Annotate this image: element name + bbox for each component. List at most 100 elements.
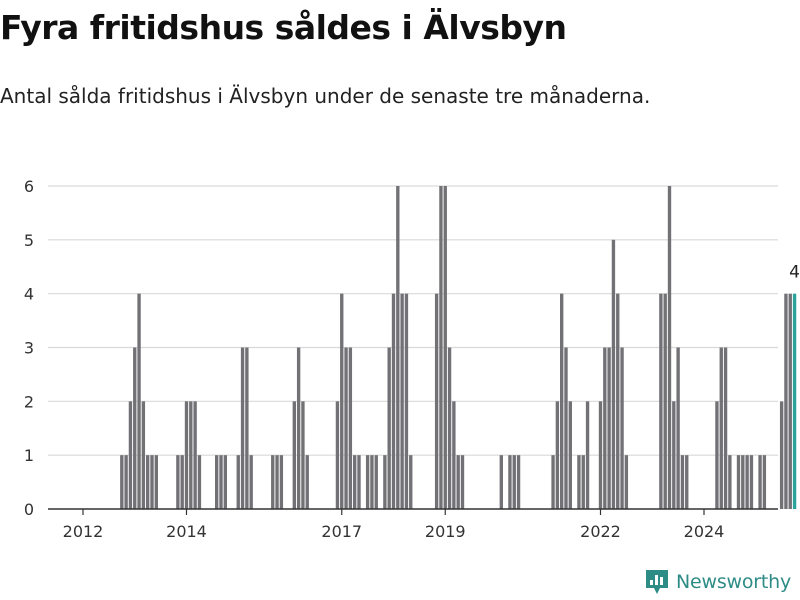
bar (240, 347, 245, 509)
bar (223, 455, 227, 509)
bar (512, 455, 516, 509)
bar (749, 455, 754, 509)
bar (667, 186, 672, 509)
bar-highlight (792, 293, 797, 509)
bar (176, 455, 180, 509)
y-tick-label: 3 (24, 339, 34, 358)
bar (124, 455, 128, 509)
bar (279, 455, 284, 509)
bar (180, 455, 184, 509)
bar (396, 186, 400, 509)
bar (387, 347, 391, 509)
last-value-label: 4 (789, 263, 800, 283)
bar (762, 455, 767, 509)
bar (193, 401, 197, 509)
x-tick-label: 2022 (580, 522, 621, 541)
bar (723, 347, 728, 509)
y-tick-label: 2 (24, 392, 34, 411)
bar (184, 401, 189, 509)
bar (340, 293, 344, 509)
bar (460, 455, 465, 509)
bar (624, 455, 629, 509)
x-tick-label: 2012 (63, 522, 104, 541)
bar (499, 455, 503, 509)
bar (374, 455, 378, 509)
bar (516, 455, 521, 509)
bar (120, 455, 124, 509)
bar (577, 455, 581, 509)
bar (736, 455, 741, 509)
bar (779, 401, 784, 509)
bar (215, 455, 219, 509)
bar (275, 455, 279, 509)
bar (439, 186, 443, 509)
bar (249, 455, 253, 509)
bar (137, 293, 141, 509)
bar (598, 401, 603, 509)
y-tick-label: 4 (24, 285, 34, 304)
bar (189, 401, 193, 509)
bar (447, 347, 452, 509)
bar (370, 455, 374, 509)
x-tick-label: 2024 (684, 522, 725, 541)
bar (443, 186, 447, 509)
bar (508, 455, 512, 509)
bar (659, 293, 663, 509)
bar (271, 455, 275, 509)
newsworthy-logo: Newsworthy (644, 568, 791, 596)
bar (301, 401, 305, 509)
x-tick-label: 2017 (321, 522, 362, 541)
bar (611, 239, 616, 510)
chart-title: Fyra fritidshus såldes i Älvsbyn (0, 8, 567, 47)
bar (585, 401, 590, 509)
bar (245, 347, 249, 509)
bar (296, 347, 301, 509)
y-tick-label: 5 (24, 231, 34, 250)
y-tick-label: 0 (24, 500, 34, 519)
bar (741, 455, 745, 509)
bar (409, 455, 413, 509)
bar (383, 455, 387, 509)
bar (784, 293, 788, 509)
y-tick-label: 6 (24, 177, 34, 196)
y-tick-label: 1 (24, 446, 34, 465)
bar (568, 401, 572, 509)
bar (551, 455, 555, 509)
bar (348, 347, 353, 509)
bar (758, 455, 762, 509)
bar (141, 401, 146, 509)
x-tick-label: 2014 (166, 522, 207, 541)
bar (452, 401, 456, 509)
bar (353, 455, 357, 509)
bar (715, 401, 719, 509)
bar (788, 293, 792, 509)
bar (404, 293, 409, 509)
bar (357, 455, 361, 509)
bar (236, 455, 240, 509)
bar (581, 455, 585, 509)
bar (434, 293, 439, 509)
bar (344, 347, 348, 509)
bar (685, 455, 689, 509)
bar (150, 455, 154, 509)
bar (154, 455, 158, 509)
bar (128, 401, 133, 509)
bar (745, 455, 749, 509)
bar (564, 347, 568, 509)
bar (305, 455, 309, 509)
bar-chart: 0 1 2 3 4 5 6 4 2012 2014 2017 2019 2022 2024 (24, 177, 800, 541)
bar (146, 455, 150, 509)
bar (391, 293, 396, 509)
bar (133, 347, 137, 509)
bar (335, 401, 340, 509)
bar (400, 293, 404, 509)
bar (365, 455, 370, 509)
bar (663, 293, 667, 509)
chart-subtitle: Antal sålda fritidshus i Älvsbyn under d… (0, 84, 651, 108)
bar (676, 347, 680, 509)
bar (560, 293, 564, 509)
bar (680, 455, 685, 509)
x-tick-label: 2019 (425, 522, 466, 541)
bar (607, 347, 611, 509)
bar (616, 293, 620, 509)
